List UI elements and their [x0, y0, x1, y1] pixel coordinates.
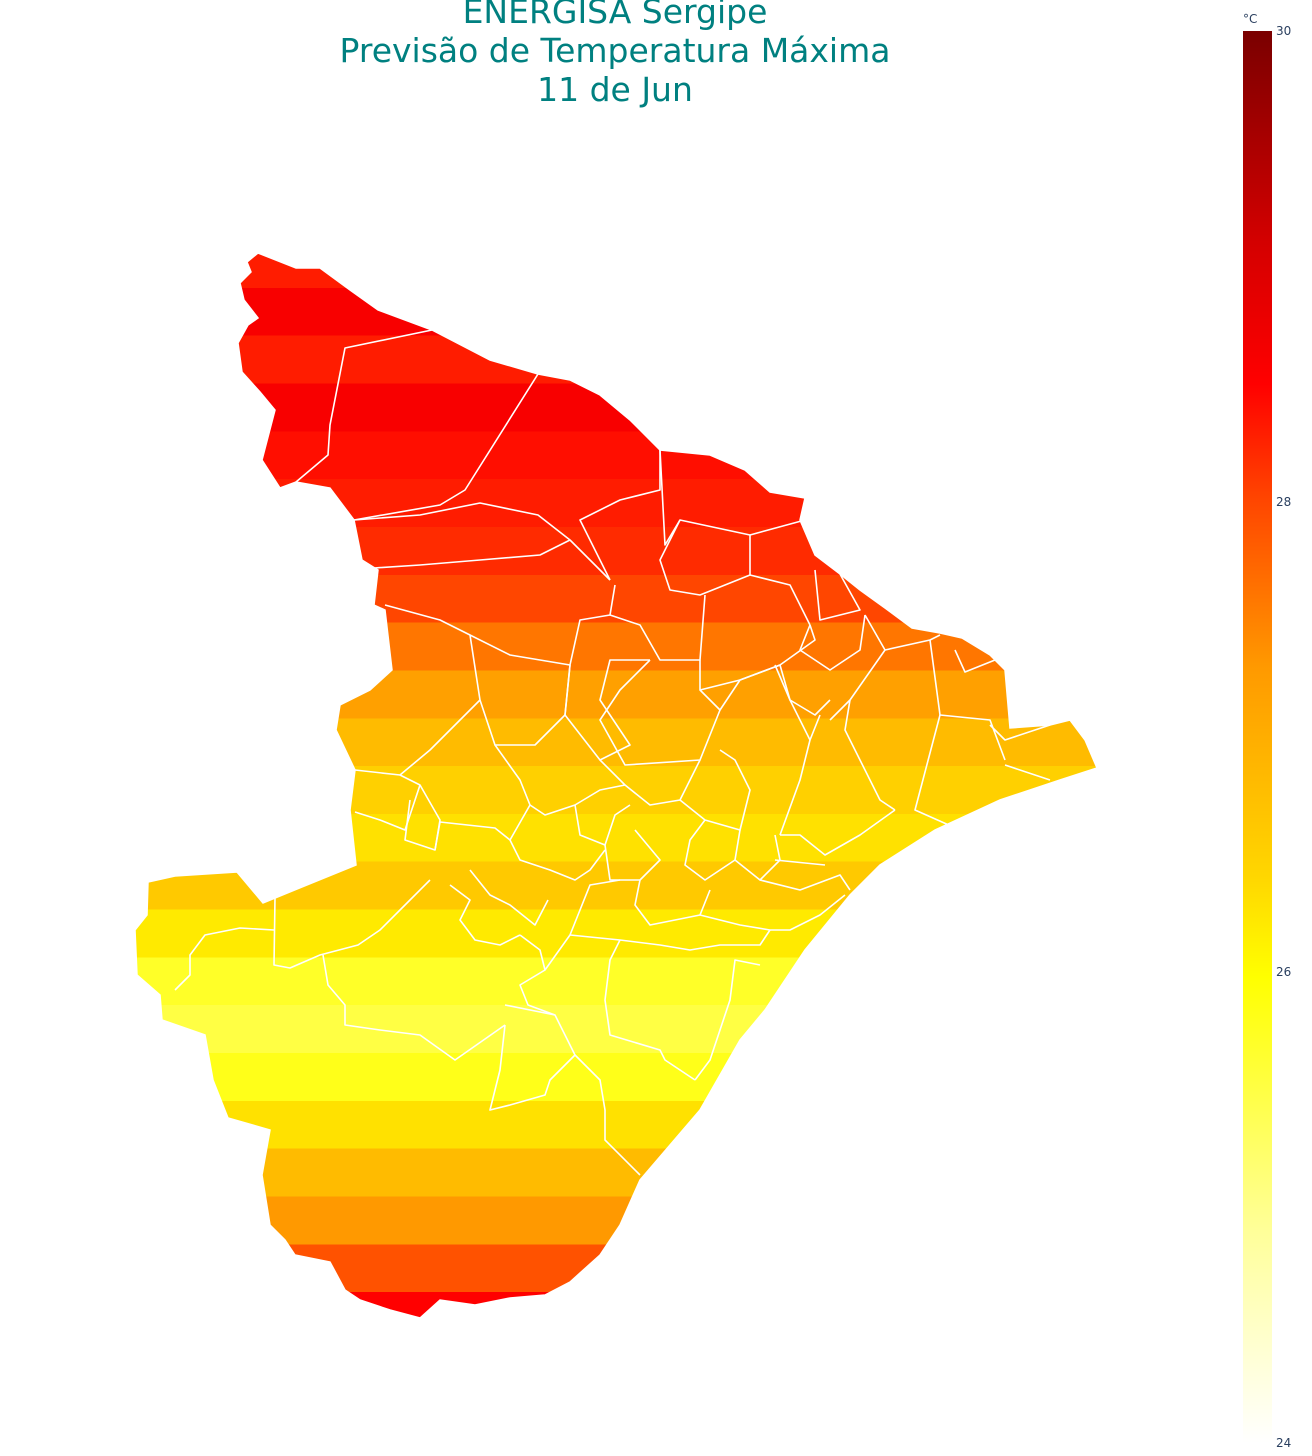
municipality-boundary — [780, 809, 896, 856]
colorbar-unit-label: °C — [1243, 12, 1258, 26]
municipality-boundary — [914, 714, 961, 831]
municipality-boundary — [814, 569, 861, 621]
municipality-boundary — [354, 699, 481, 776]
municipality-boundary — [579, 450, 661, 581]
municipality-boundary — [273, 879, 431, 969]
municipality-boundary — [799, 614, 866, 671]
map-title: ENERGISA Sergipe Previsão de Temperatura… — [0, 0, 1230, 109]
municipality-boundary — [384, 604, 611, 666]
municipality-boundary — [659, 519, 811, 626]
municipality-boundary — [353, 373, 539, 521]
municipality-boundary — [1004, 764, 1051, 781]
colorbar-tick: 26 — [1276, 965, 1292, 980]
municipality-boundary — [489, 1004, 576, 1111]
municipality-boundary — [564, 659, 650, 761]
municipality-boundary — [469, 869, 549, 926]
municipality-boundary — [624, 759, 701, 806]
municipality-boundary — [699, 894, 846, 931]
municipality-boundaries — [174, 329, 1051, 1176]
municipality-boundary — [609, 584, 706, 661]
municipality-boundary — [759, 874, 851, 891]
municipality-boundary — [174, 927, 275, 991]
colorbar-gradient — [1243, 31, 1272, 1443]
municipality-boundary — [544, 929, 771, 971]
title-line-1: ENERGISA Sergipe — [462, 0, 768, 31]
municipality-boundary — [509, 839, 606, 881]
municipality-boundary — [864, 614, 941, 651]
municipality-boundary — [679, 749, 751, 831]
title-line-3: 11 de Jun — [537, 70, 693, 109]
colorbar — [1243, 31, 1272, 1443]
municipality-boundary — [519, 934, 556, 1016]
municipality-boundary — [989, 724, 1051, 741]
municipality-boundary — [604, 939, 696, 1081]
municipality-boundary — [774, 664, 831, 716]
municipality-boundary — [353, 502, 611, 581]
municipality-boundary — [779, 739, 811, 836]
municipality-boundary — [634, 879, 711, 926]
municipality-boundary — [694, 959, 761, 1081]
municipality-boundary — [373, 539, 571, 569]
municipality-boundary — [684, 819, 736, 881]
municipality-boundary — [322, 954, 506, 1061]
colorbar-tick: 28 — [1276, 494, 1292, 509]
state-outline — [134, 252, 1099, 1319]
title-line-2: Previsão de Temperatura Máxima — [339, 31, 891, 70]
municipality-boundary — [954, 649, 996, 673]
municipality-boundary — [569, 879, 621, 936]
municipality-boundary — [844, 699, 896, 811]
colorbar-tick: 24 — [1276, 1436, 1292, 1450]
municipality-boundary — [719, 664, 821, 741]
municipality-boundary — [774, 859, 826, 866]
municipality-boundary — [929, 639, 1006, 761]
municipality-boundary — [295, 329, 433, 483]
municipality-boundary — [449, 884, 521, 946]
municipality-boundary — [529, 759, 626, 816]
municipality-boundary — [574, 1054, 641, 1176]
colorbar-tick: 30 — [1276, 24, 1292, 38]
municipality-boundary — [354, 784, 421, 831]
